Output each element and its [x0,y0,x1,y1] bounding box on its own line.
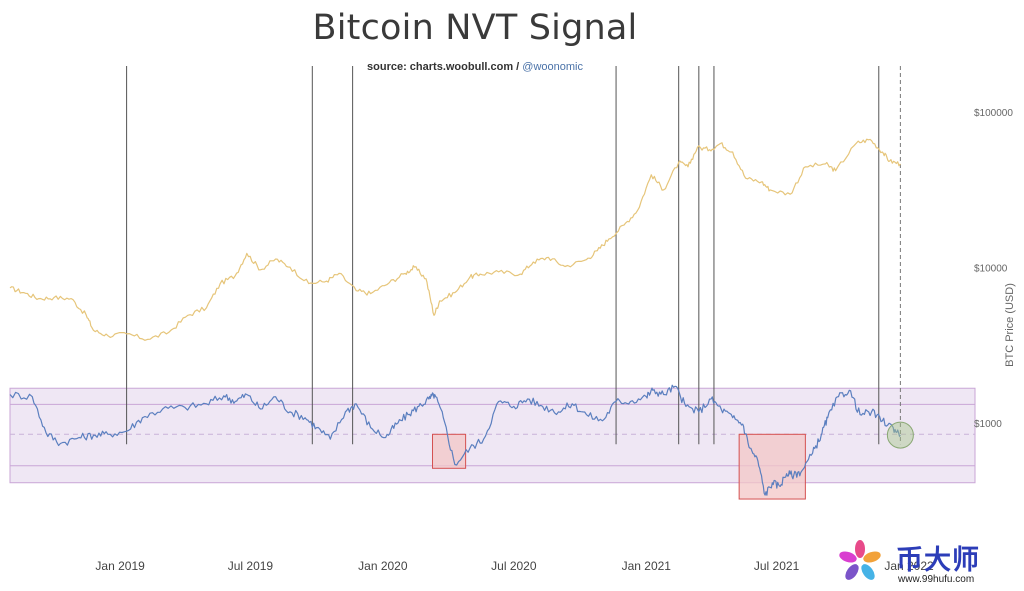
y-tick-label: $1000 [974,419,1002,430]
y-tick-label: $10000 [974,263,1008,274]
flower-logo-icon [839,540,881,580]
watermark-brand: 币大师 [896,545,980,576]
highlight-boxes [432,433,806,500]
outer-band [9,387,976,484]
nvt-bands [9,387,976,484]
y-axis: $1000 $10000 $100000 [974,108,1013,430]
event-lines [126,66,901,445]
x-tick-label: Jan 2019 [95,559,145,573]
watermark-logo: 币大师 www.99hufu.com [836,536,1016,586]
btc-price-line [9,138,901,341]
y-tick-label: $100000 [974,108,1013,119]
y-axis-label: BTC Price (USD) [1004,283,1016,367]
highlight-box-1 [432,433,467,469]
source-handle-link[interactable]: @woonomic [522,61,583,73]
x-tick-label: Jan 2022 [884,559,934,573]
x-tick-label: Jul 2020 [491,559,537,573]
x-axis: Jan 2019 Jul 2019 Jan 2020 Jul 2020 Jan 2021… [95,559,934,573]
x-tick-label: Jan 2020 [358,559,408,573]
x-tick-label: Jul 2019 [228,559,274,573]
nvt-signal-line [9,384,901,496]
source-text: source: charts.woobull.com / [367,61,523,73]
highlight-box-2 [738,433,806,500]
watermark-url: www.99hufu.com [898,574,975,585]
x-tick-label: Jan 2021 [622,559,672,573]
series-lines [9,138,901,496]
current-marker [886,421,914,449]
chart-title: Bitcoin NVT Signal [312,8,638,48]
chart-source: source: charts.woobull.com / @woonomic [0,61,950,73]
current-value-marker [886,421,914,449]
x-tick-label: Jul 2021 [754,559,800,573]
